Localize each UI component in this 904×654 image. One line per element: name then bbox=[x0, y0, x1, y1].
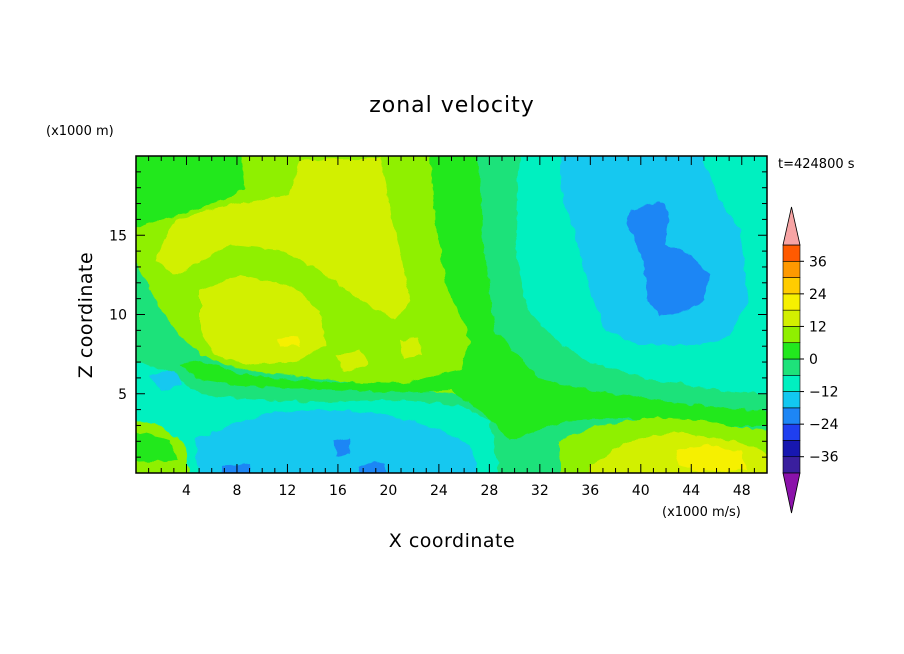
colorbar-segment bbox=[782, 423, 801, 441]
contour-band-green-stripe bbox=[180, 156, 767, 440]
contour-band-blue-core bbox=[628, 200, 710, 315]
colorbar-tick-labels: 36 24 12 0 −12 −24 −36 bbox=[800, 254, 839, 466]
contour-band-blue-spot-2 bbox=[358, 462, 387, 473]
contour-band-lime-small bbox=[400, 338, 422, 360]
colorbar-segment bbox=[782, 244, 801, 262]
contour-band-lime-right bbox=[335, 350, 370, 372]
colorbar bbox=[782, 206, 801, 514]
contour-band-bottom-left-inner bbox=[136, 431, 178, 462]
x-tick-label: 20 bbox=[379, 483, 397, 499]
y-tick-labels: 5 10 15 bbox=[109, 228, 127, 403]
colorbar-tick-label: 12 bbox=[809, 319, 827, 335]
contour-band-left-edge bbox=[136, 156, 245, 228]
colorbar-segment bbox=[782, 342, 801, 360]
x-tick-label: 44 bbox=[682, 483, 700, 499]
colorbar-unit-label: (x1000 m/s) bbox=[662, 505, 741, 520]
colorbar-tick-label: 36 bbox=[809, 254, 827, 270]
colorbar-segment bbox=[782, 293, 801, 311]
x-tick-label: 48 bbox=[733, 483, 751, 499]
x-tick-label: 12 bbox=[279, 483, 297, 499]
x-minor-ticks bbox=[148, 156, 755, 473]
colorbar-tick-label: 0 bbox=[809, 352, 818, 368]
x-tick-label: 32 bbox=[531, 483, 549, 499]
contour-band-bottom-right-yellow bbox=[675, 445, 748, 472]
colorbar-tick-label: 24 bbox=[809, 287, 827, 303]
y-unit-label: (x1000 m) bbox=[46, 124, 114, 139]
colorbar-segment bbox=[782, 456, 801, 474]
contour-band-lime-upper bbox=[155, 158, 410, 320]
colorbar-segment bbox=[782, 374, 801, 392]
colorbar-segment bbox=[782, 391, 801, 409]
colorbar-tick-label: −36 bbox=[809, 450, 839, 466]
x-tick-label: 16 bbox=[329, 483, 347, 499]
colorbar-segment bbox=[782, 407, 801, 425]
colorbar-segment bbox=[782, 309, 801, 327]
contour-band-blue-spot-3 bbox=[221, 464, 252, 473]
y-tick-label: 10 bbox=[109, 308, 127, 324]
time-label: t=424800 s bbox=[778, 157, 855, 172]
colorbar-segment bbox=[782, 277, 801, 295]
contour-field bbox=[136, 156, 767, 473]
plot-frame bbox=[135, 155, 768, 474]
x-axis-label: X coordinate bbox=[389, 530, 515, 552]
y-tick-label: 15 bbox=[109, 228, 127, 244]
colorbar-segment bbox=[782, 440, 801, 458]
colorbar-segment bbox=[782, 326, 801, 344]
y-minor-ticks bbox=[136, 171, 767, 458]
contour-band-lightblue-left bbox=[150, 370, 182, 392]
chart-title: zonal velocity bbox=[369, 93, 535, 118]
x-tick-label: 24 bbox=[430, 483, 448, 499]
colorbar-tick-label: −12 bbox=[809, 385, 839, 401]
y-tick-label: 5 bbox=[118, 387, 127, 403]
colorbar-over-triangle bbox=[782, 206, 801, 246]
colorbar-segment bbox=[782, 260, 801, 278]
y-axis-label: Z coordinate bbox=[75, 252, 97, 378]
colorbar-tick-label: −24 bbox=[809, 417, 839, 433]
x-tick-label: 36 bbox=[581, 483, 599, 499]
x-tick-labels: 4 8 12 16 20 24 28 32 36 40 44 48 bbox=[182, 483, 751, 499]
contour-band-yellow-spot bbox=[278, 336, 300, 347]
x-tick-label: 40 bbox=[632, 483, 650, 499]
colorbar-segment bbox=[782, 358, 801, 376]
contour-band-blue-spot-1 bbox=[334, 438, 350, 456]
x-tick-label: 8 bbox=[232, 483, 241, 499]
x-tick-label: 4 bbox=[182, 483, 191, 499]
colorbar-under-triangle bbox=[782, 472, 801, 514]
x-tick-label: 28 bbox=[480, 483, 498, 499]
